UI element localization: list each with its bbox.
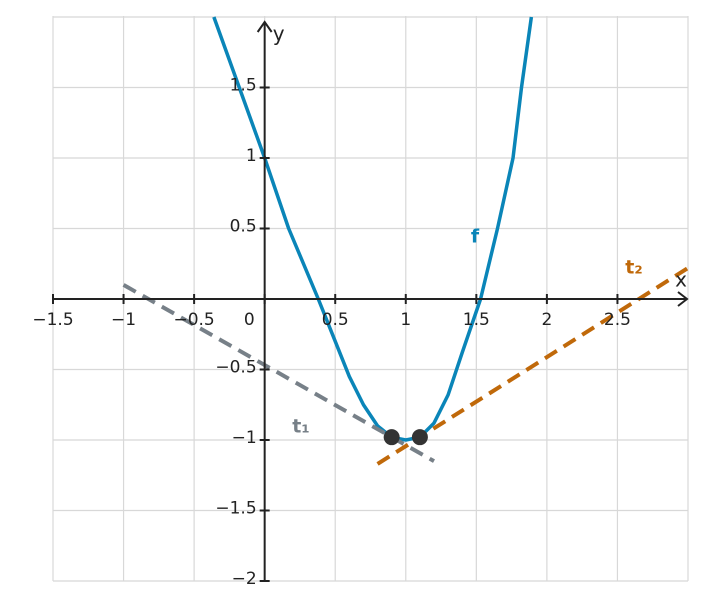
x-arrow: [677, 291, 689, 307]
x-tick-label: 1.5: [463, 310, 490, 330]
y-tick-label: 1: [246, 146, 257, 166]
x-tick-label: 2: [541, 310, 552, 330]
x-tick-label: −1.5: [32, 310, 73, 330]
y-tick-label: −1: [232, 428, 257, 448]
y-tick-label: −0.5: [215, 358, 256, 378]
series-line: [122, 283, 435, 463]
x-tick-label: 0.5: [322, 310, 349, 330]
point: [411, 429, 428, 446]
y-tick-label: 0.5: [230, 217, 257, 237]
x-tick-label: −1: [111, 310, 136, 330]
x-tick-label: 2.5: [604, 310, 631, 330]
y-arrow: [256, 20, 273, 33]
y-axis-label: y: [273, 22, 285, 46]
x-tick-label: 0: [244, 310, 255, 330]
series-line: [376, 266, 688, 466]
point: [383, 429, 400, 446]
series-label: t₂: [625, 257, 642, 279]
x-axis-label: x: [675, 268, 687, 292]
series-label: f: [471, 226, 480, 248]
overlay: −1.5 −1 −0.5 0 0.5 1 1.5 2 2.5 −2 −1.5 −1 −0.5 0.5 1 1.…: [32, 20, 689, 589]
x-tick-label: −0.5: [173, 310, 214, 330]
y-tick-label: −2: [232, 569, 257, 589]
series-label: t₁: [292, 416, 309, 438]
x-tick-label: 1: [400, 310, 411, 330]
y-tick-label: −1.5: [215, 499, 256, 519]
y-tick-label: 1.5: [230, 76, 257, 96]
